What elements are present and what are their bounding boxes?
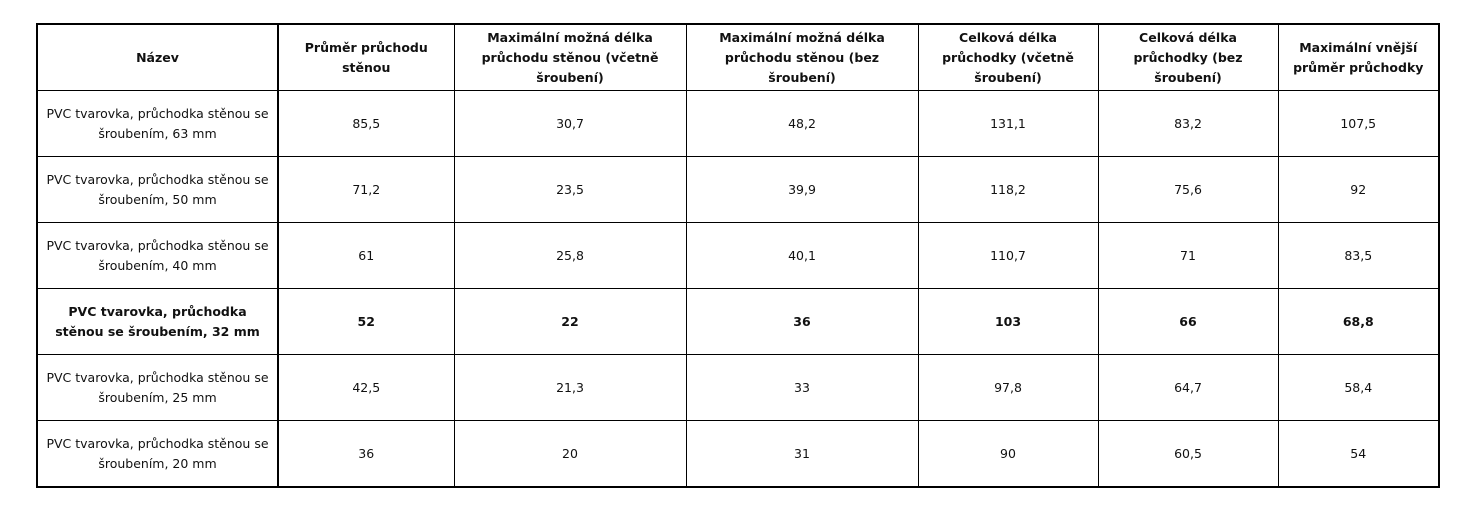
value-cell: 85,5 — [277, 90, 455, 157]
header-max-length-without-union: Maximální možná délka průchodu stěnou (b… — [685, 23, 919, 91]
value-cell: 92 — [1277, 156, 1440, 223]
value-cell: 61 — [277, 222, 455, 289]
value-cell: 83,5 — [1277, 222, 1440, 289]
row-name-cell: PVC tvarovka, průchodka stěnou se šroube… — [36, 222, 279, 289]
value-cell: 68,8 — [1277, 288, 1440, 355]
value-cell: 48,2 — [685, 90, 919, 157]
value-cell: 54 — [1277, 420, 1440, 488]
value-cell: 40,1 — [685, 222, 919, 289]
value-cell: 42,5 — [277, 354, 455, 421]
value-cell: 25,8 — [453, 222, 687, 289]
header-max-length-with-union: Maximální možná délka průchodu stěnou (v… — [453, 23, 687, 91]
header-max-outer-diameter: Maximální vnější průměr průchodky — [1277, 23, 1440, 91]
value-cell: 36 — [277, 420, 455, 488]
row-name-cell: PVC tvarovka, průchodka stěnou se šroube… — [36, 288, 279, 355]
value-cell: 64,7 — [1097, 354, 1279, 421]
value-cell: 131,1 — [917, 90, 1099, 157]
row-name-cell: PVC tvarovka, průchodka stěnou se šroube… — [36, 354, 279, 421]
value-cell: 22 — [453, 288, 687, 355]
table-header-row: Název Průměr průchodu stěnou Maximální m… — [36, 23, 1440, 91]
value-cell: 30,7 — [453, 90, 687, 157]
spec-table: Název Průměr průchodu stěnou Maximální m… — [36, 23, 1440, 488]
value-cell: 33 — [685, 354, 919, 421]
value-cell: 90 — [917, 420, 1099, 488]
value-cell: 36 — [685, 288, 919, 355]
value-cell: 107,5 — [1277, 90, 1440, 157]
value-cell: 118,2 — [917, 156, 1099, 223]
value-cell: 71,2 — [277, 156, 455, 223]
value-cell: 110,7 — [917, 222, 1099, 289]
value-cell: 52 — [277, 288, 455, 355]
row-name-cell: PVC tvarovka, průchodka stěnou se šroube… — [36, 156, 279, 223]
header-name: Název — [36, 23, 279, 91]
value-cell: 75,6 — [1097, 156, 1279, 223]
header-wall-diameter: Průměr průchodu stěnou — [277, 23, 455, 91]
value-cell: 23,5 — [453, 156, 687, 223]
table-row: PVC tvarovka, průchodka stěnou se šroube… — [36, 90, 1440, 157]
value-cell: 103 — [917, 288, 1099, 355]
value-cell: 20 — [453, 420, 687, 488]
value-cell: 60,5 — [1097, 420, 1279, 488]
table-row-highlighted: PVC tvarovka, průchodka stěnou se šroube… — [36, 288, 1440, 355]
value-cell: 31 — [685, 420, 919, 488]
row-name-cell: PVC tvarovka, průchodka stěnou se šroube… — [36, 420, 279, 488]
value-cell: 97,8 — [917, 354, 1099, 421]
value-cell: 83,2 — [1097, 90, 1279, 157]
table-row: PVC tvarovka, průchodka stěnou se šroube… — [36, 222, 1440, 289]
value-cell: 21,3 — [453, 354, 687, 421]
value-cell: 66 — [1097, 288, 1279, 355]
table-row: PVC tvarovka, průchodka stěnou se šroube… — [36, 354, 1440, 421]
header-total-length-with-union: Celková délka průchodky (včetně šroubení… — [917, 23, 1099, 91]
value-cell: 71 — [1097, 222, 1279, 289]
table-row: PVC tvarovka, průchodka stěnou se šroube… — [36, 156, 1440, 223]
table-row: PVC tvarovka, průchodka stěnou se šroube… — [36, 420, 1440, 488]
value-cell: 58,4 — [1277, 354, 1440, 421]
header-total-length-without-union: Celková délka průchodky (bez šroubení) — [1097, 23, 1279, 91]
value-cell: 39,9 — [685, 156, 919, 223]
row-name-cell: PVC tvarovka, průchodka stěnou se šroube… — [36, 90, 279, 157]
